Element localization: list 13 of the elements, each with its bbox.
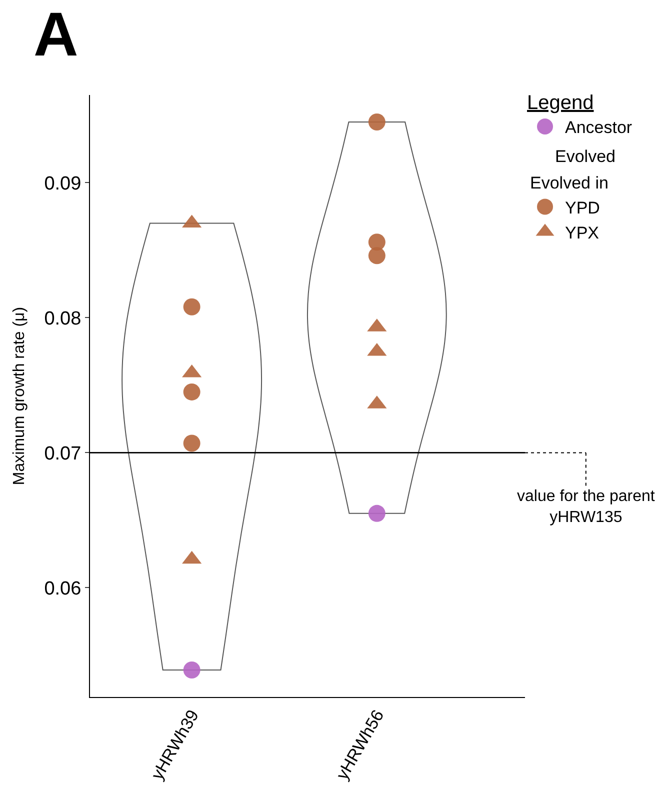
- legend-title: Legend: [527, 92, 594, 114]
- y-tick-label: 0.06: [44, 578, 82, 600]
- y-tick-label: 0.07: [44, 443, 82, 464]
- chart-title: A: [33, 0, 78, 70]
- legend-label: Ancestor: [565, 118, 632, 138]
- ref-line-label: value for the parent yHRW135: [517, 488, 656, 526]
- y-tick-label: 0.09: [44, 173, 82, 194]
- text: Evolved in: [530, 173, 608, 192]
- legend-label: YPX: [565, 223, 600, 242]
- y-tick-label: 0.08: [44, 308, 82, 330]
- text: Evolved: [555, 147, 616, 166]
- legend-label: YPD: [565, 198, 600, 218]
- y-axis-title: Maximum growth rate (μ): [11, 306, 28, 486]
